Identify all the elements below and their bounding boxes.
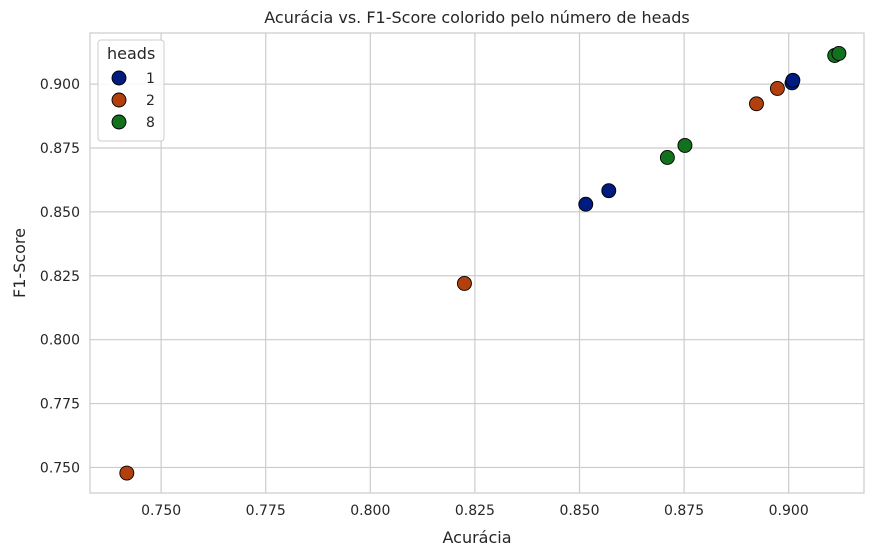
legend-label-1: 1 — [146, 71, 155, 87]
x-tick-labels: 0.750 0.775 0.800 0.825 0.850 0.875 0.900 — [141, 503, 809, 519]
x-tick-label: 0.825 — [455, 503, 495, 519]
legend-box — [97, 39, 165, 142]
y-tick-label: 0.900 — [40, 77, 80, 93]
data-point-heads-1 — [601, 183, 617, 199]
y-tick-label: 0.875 — [40, 141, 80, 157]
data-point-heads-8 — [831, 45, 847, 61]
data-point-heads-1 — [578, 196, 594, 212]
x-tick-label: 0.850 — [559, 503, 599, 519]
legend-marker-2 — [111, 92, 127, 108]
legend: heads 1 2 8 — [97, 39, 165, 142]
x-tick-label: 0.800 — [350, 503, 390, 519]
legend-marker-8 — [111, 114, 127, 130]
data-points — [119, 45, 847, 481]
x-tick-label: 0.750 — [141, 503, 181, 519]
data-point-heads-1 — [785, 72, 801, 88]
data-point-heads-8 — [659, 150, 675, 165]
y-tick-label: 0.850 — [40, 205, 80, 221]
x-tick-label: 0.775 — [246, 503, 286, 519]
chart-title: Acurácia vs. F1-Score colorido pelo núme… — [264, 8, 690, 27]
y-tick-label: 0.800 — [40, 333, 80, 349]
legend-items: 1 2 8 — [111, 70, 155, 131]
grid-lines — [90, 33, 864, 493]
x-axis-label: Acurácia — [442, 528, 511, 547]
plot-frame — [89, 32, 865, 494]
legend-marker-1 — [111, 70, 127, 86]
y-axis-label: F1-Score — [10, 228, 29, 298]
data-point-heads-2 — [119, 465, 135, 481]
y-tick-label: 0.775 — [40, 397, 80, 413]
legend-title: heads — [107, 44, 155, 63]
legend-label-2: 2 — [146, 93, 155, 109]
y-tick-label: 0.825 — [40, 269, 80, 285]
data-point-heads-8 — [677, 137, 693, 153]
y-tick-labels: 0.750 0.775 0.800 0.825 0.850 0.875 0.900 — [40, 77, 80, 476]
y-tick-label: 0.750 — [40, 460, 80, 476]
legend-label-8: 8 — [146, 115, 155, 131]
data-point-heads-2 — [456, 275, 472, 291]
x-tick-label: 0.875 — [664, 503, 704, 519]
data-point-heads-2 — [769, 81, 785, 96]
x-tick-label: 0.900 — [769, 503, 809, 519]
data-point-heads-2 — [749, 96, 764, 112]
